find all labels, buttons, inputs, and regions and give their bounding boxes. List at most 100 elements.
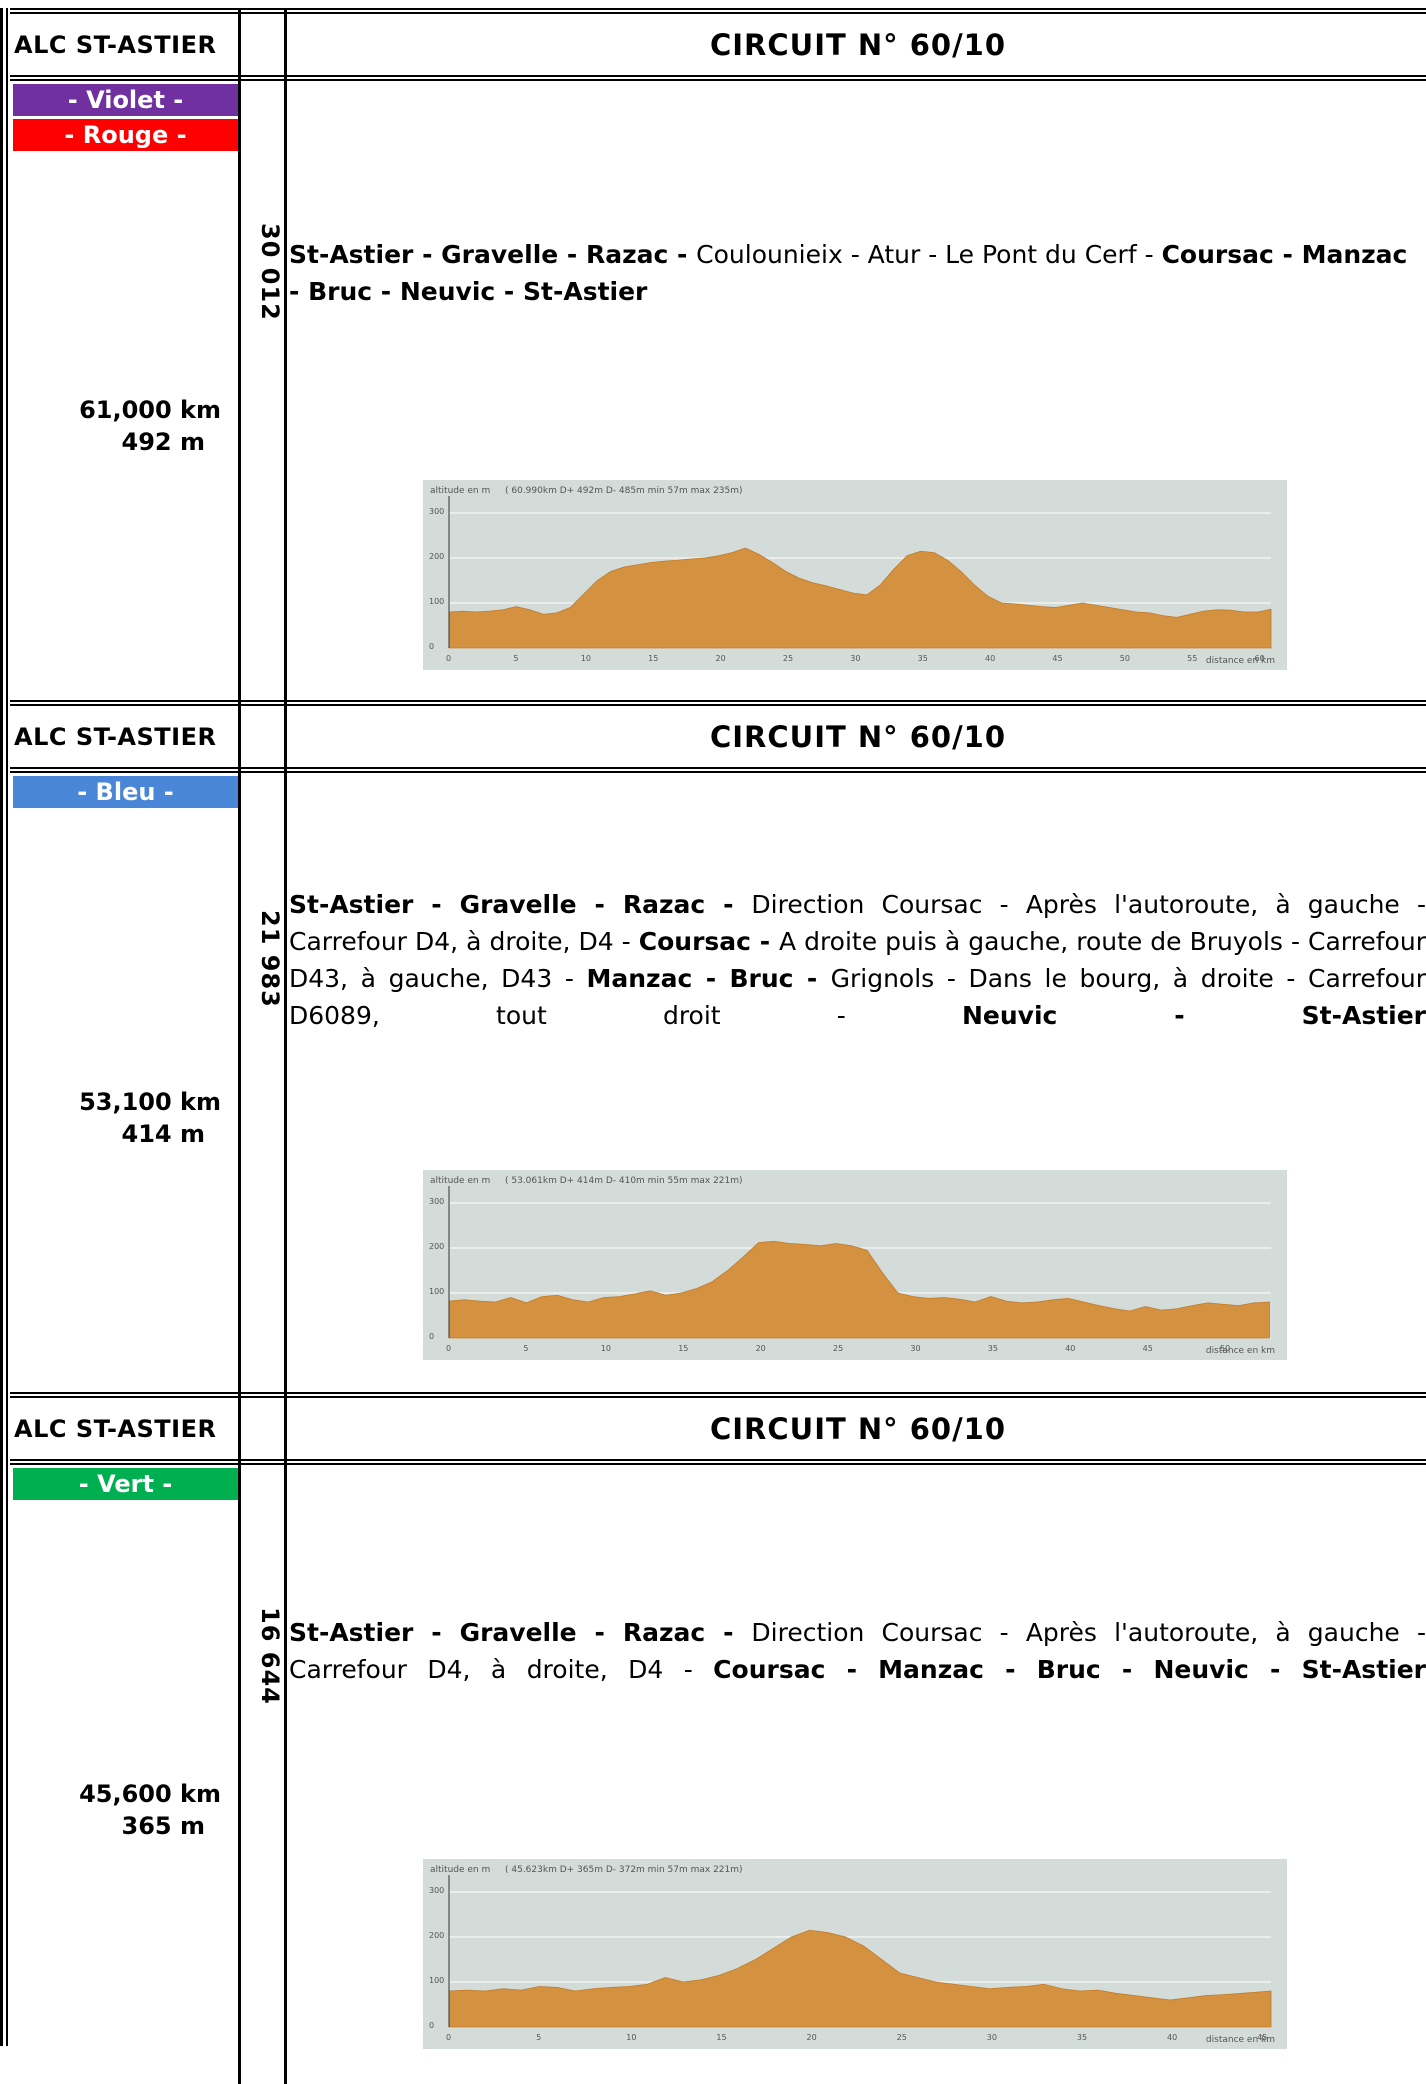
chart-y-axis-label: altitude en m	[430, 1865, 491, 1875]
club-name: ALC ST-ASTIER	[14, 31, 217, 59]
route-description: St-Astier - Gravelle - Razac - Coulounie…	[289, 236, 1426, 310]
x-tick-label: 0	[446, 1344, 452, 1353]
x-tick-label: 30	[986, 2033, 997, 2042]
distance-block: 61,000 km 492 m	[60, 396, 235, 456]
x-tick-label: 20	[755, 1344, 766, 1353]
x-tick-label: 5	[523, 1344, 529, 1353]
route-town: Coursac -	[638, 927, 779, 956]
x-tick-label: 10	[600, 1344, 611, 1353]
elevation-profile-chart: altitude en m ( 60.990km D+ 492m D- 485m …	[423, 480, 1287, 670]
x-tick-label: 5	[536, 2033, 542, 2042]
distance-block: 53,100 km 414 m	[60, 1088, 235, 1148]
club-name: ALC ST-ASTIER	[14, 1415, 217, 1443]
x-tick-label: 25	[896, 2033, 907, 2042]
header-bottom-border	[10, 75, 1426, 81]
column-separator	[284, 700, 287, 1392]
x-tick-label: 40	[1167, 2033, 1178, 2042]
route-town: Neuvic - St-Astier	[962, 1001, 1426, 1030]
y-tick-label: 100	[429, 1287, 445, 1296]
x-tick-label: 10	[580, 654, 591, 663]
circuit-code: 21 983	[256, 910, 284, 1008]
table-left-border	[0, 8, 8, 2046]
y-tick-label: 0	[429, 2021, 435, 2030]
column-separator	[284, 1392, 287, 2084]
x-tick-label: 25	[782, 654, 794, 663]
x-tick-label: 40	[985, 654, 996, 663]
route-direction: Grignols - Dans le bourg, à droite - Car…	[289, 964, 1426, 1030]
chart-stats: ( 60.990km D+ 492m D- 485m min 57m max 2…	[505, 486, 743, 496]
elevation-area	[448, 1240, 1270, 1339]
x-tick-label: 20	[806, 2033, 817, 2042]
y-tick-label: 200	[429, 1242, 445, 1251]
route-town: Coursac - Manzac - Bruc - Neuvic - St-As…	[289, 240, 1408, 306]
section-top-border	[10, 700, 1426, 706]
chart-x-axis-label: distance en km	[1205, 2035, 1275, 2045]
elevation-gain: 414 m	[121, 1120, 205, 1148]
x-tick-label: 55	[1187, 654, 1198, 663]
color-band-vert: - Vert -	[13, 1468, 238, 1500]
y-tick-label: 300	[429, 507, 445, 516]
x-tick-label: 50	[1220, 1344, 1231, 1353]
x-tick-label: 15	[716, 2033, 727, 2042]
x-tick-label: 10	[626, 2033, 637, 2042]
profile-svg	[448, 496, 1272, 649]
x-tick-label: 30	[910, 1344, 921, 1353]
color-band-rouge: - Rouge -	[13, 119, 238, 151]
route-direction: Coulounieix - Atur - Le Pont du Cerf -	[696, 240, 1162, 269]
x-tick-label: 25	[833, 1344, 844, 1353]
header-bottom-border	[10, 1459, 1426, 1465]
column-separator	[284, 8, 287, 700]
chart-y-axis-label: altitude en m	[430, 486, 491, 496]
y-tick-label: 200	[429, 1931, 445, 1940]
chart-stats: ( 45.623km D+ 365m D- 372m min 57m max 2…	[505, 1865, 743, 1875]
y-tick-label: 100	[429, 597, 445, 606]
club-name: ALC ST-ASTIER	[14, 723, 217, 751]
elevation-gain: 492 m	[121, 428, 205, 456]
column-separator	[238, 8, 241, 700]
x-tick-label: 15	[648, 654, 659, 663]
x-tick-label: 15	[678, 1344, 689, 1353]
route-town: St-Astier - Gravelle - Razac -	[289, 890, 752, 919]
distance-km: 53,100 km	[79, 1088, 221, 1116]
x-tick-label: 20	[715, 654, 726, 663]
route-direction: Direction Coursac - Après l'autoroute, à…	[289, 1618, 1426, 1684]
distance-km: 61,000 km	[79, 396, 221, 424]
section-top-border	[10, 8, 1426, 14]
y-tick-label: 0	[429, 1332, 435, 1341]
elevation-gain: 365 m	[121, 1812, 205, 1840]
distance-km: 45,600 km	[79, 1780, 221, 1808]
route-direction: Direction Coursac - Après l'autoroute, à…	[289, 890, 1426, 956]
circuit-title: CIRCUIT N° 60/10	[709, 28, 1007, 62]
column-separator	[238, 700, 241, 1392]
x-tick-label: 35	[1076, 2033, 1088, 2042]
route-town: St-Astier - Gravelle - Razac -	[289, 1618, 752, 1647]
elevation-area	[448, 1929, 1272, 2028]
elevation-profile-chart: altitude en m ( 45.623km D+ 365m D- 372m …	[423, 1859, 1287, 2049]
elevation-profile-chart: altitude en m ( 53.061km D+ 414m D- 410m …	[423, 1170, 1287, 1360]
route-town: St-Astier - Gravelle - Razac -	[289, 240, 697, 269]
section-top-border	[10, 1392, 1426, 1398]
circuit-title: CIRCUIT N° 60/10	[709, 1412, 1007, 1446]
chart-y-axis-label: altitude en m	[430, 1176, 491, 1186]
chart-x-axis-label: distance en km	[1205, 656, 1275, 666]
x-tick-label: 5	[513, 654, 519, 663]
profile-svg	[448, 1186, 1271, 1339]
color-band-bleu: - Bleu -	[13, 776, 238, 808]
distance-block: 45,600 km 365 m	[60, 1780, 235, 1840]
x-tick-label: 0	[446, 654, 452, 663]
x-tick-label: 0	[446, 2033, 452, 2042]
color-band-violet: - Violet -	[13, 84, 238, 116]
profile-svg	[448, 1875, 1272, 2028]
route-direction: A droite puis à gauche, route de Bruyols…	[289, 927, 1426, 993]
chart-stats: ( 53.061km D+ 414m D- 410m min 55m max 2…	[505, 1176, 743, 1186]
x-tick-label: 35	[917, 654, 928, 663]
y-tick-label: 0	[429, 642, 435, 651]
x-tick-label: 40	[1065, 1344, 1076, 1353]
x-tick-label: 30	[850, 654, 861, 663]
route-description: St-Astier - Gravelle - Razac - Direction…	[289, 1614, 1426, 1725]
circuit-code: 30 012	[256, 223, 284, 321]
route-description: St-Astier - Gravelle - Razac - Direction…	[289, 886, 1426, 1071]
chart-x-axis-label: distance en km	[1205, 1346, 1275, 1356]
x-tick-label: 50	[1119, 654, 1130, 663]
